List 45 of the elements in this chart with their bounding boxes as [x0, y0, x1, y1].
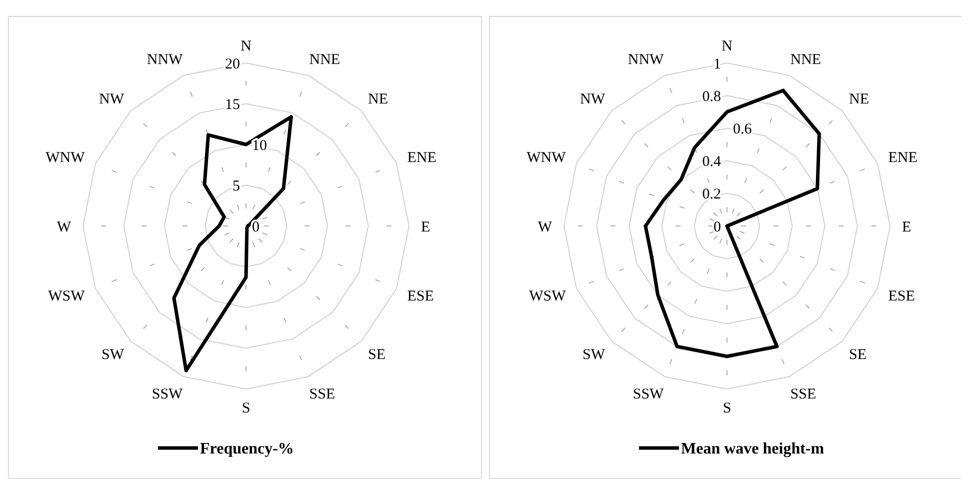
spoke-label: WNW: [526, 150, 567, 166]
spoke-label: NE: [848, 91, 869, 108]
y-tick-label: 0.4: [702, 154, 722, 170]
spoke-label: WSW: [529, 288, 567, 305]
y-tick-label: 1: [714, 56, 721, 72]
spoke-label: SSE: [790, 386, 816, 402]
spoke-label: NNW: [628, 52, 665, 68]
spoke-label: SW: [102, 347, 125, 364]
spoke-label: NNW: [146, 52, 184, 68]
spoke-label: WSW: [48, 288, 86, 305]
spoke-label: W: [538, 219, 553, 236]
spoke-label: N: [240, 38, 252, 54]
spoke-label: SE: [848, 347, 866, 364]
legend-label: Mean wave height-m: [681, 440, 825, 458]
spoke-label: W: [56, 219, 72, 236]
spoke-label: ESE: [407, 288, 434, 305]
spoke-label: N: [722, 38, 733, 54]
y-tick-label: 0.6: [733, 121, 752, 138]
y-tick-label: 20: [225, 56, 240, 72]
spoke-label: ESE: [888, 288, 915, 305]
legend-label: Frequency-%: [200, 440, 294, 458]
y-tick-label: 0: [714, 219, 721, 236]
spoke-label: NE: [368, 91, 388, 108]
spoke-label: NNE: [790, 52, 822, 68]
spoke-label: SE: [368, 347, 386, 364]
spoke-label: WNW: [46, 150, 86, 166]
y-tick-label: 15: [225, 97, 240, 113]
spoke-label: S: [722, 400, 732, 416]
spoke-label: NW: [580, 91, 606, 108]
y-tick-label: 10: [252, 138, 267, 154]
spoke-label: E: [902, 219, 912, 236]
spoke-label: SSW: [152, 386, 184, 402]
spoke-label: S: [242, 400, 250, 416]
spoke-label: SW: [582, 347, 606, 364]
spoke-label: SSW: [632, 386, 665, 402]
spoke-label: ENE: [407, 150, 436, 166]
spoke-label: NW: [99, 91, 125, 108]
spoke-label: NNE: [309, 52, 340, 68]
y-tick-label: 0.2: [702, 186, 721, 203]
y-tick-label: 5: [232, 178, 240, 194]
spoke-label: E: [421, 219, 430, 236]
spoke-label: ENE: [888, 150, 918, 166]
y-tick-label: 0.8: [702, 88, 721, 105]
spoke-label: SSE: [309, 386, 336, 402]
y-tick-label: 0: [252, 219, 260, 236]
